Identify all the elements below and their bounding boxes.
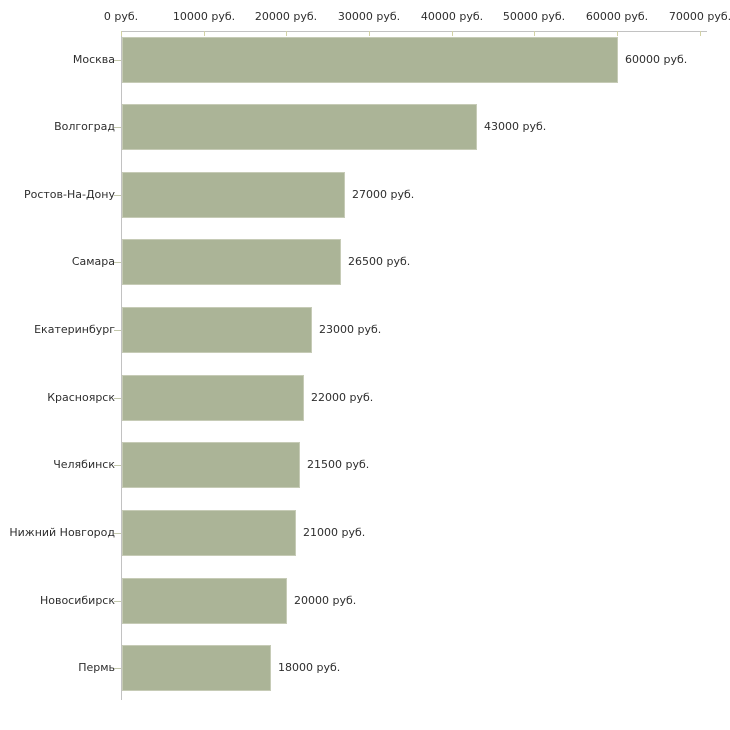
category-tick-mark: [114, 601, 121, 602]
category-label: Москва: [72, 53, 115, 66]
value-label: 21000 руб.: [303, 526, 366, 539]
x-tick-mark: [617, 31, 618, 36]
category-tick-mark: [114, 195, 121, 196]
bar: [122, 239, 341, 285]
bar: [122, 510, 296, 556]
category-label: Волгоград: [54, 120, 115, 133]
value-label: 26500 руб.: [348, 255, 411, 268]
category-label: Екатеринбург: [34, 323, 115, 336]
category-label: Красноярск: [47, 391, 115, 404]
category-tick-mark: [114, 127, 121, 128]
x-tick-mark: [286, 31, 287, 36]
value-label: 18000 руб.: [278, 661, 341, 674]
x-tick-mark: [534, 31, 535, 36]
category-tick-mark: [114, 60, 121, 61]
x-axis-line: [121, 31, 707, 32]
category-label: Самара: [71, 255, 115, 268]
value-label: 43000 руб.: [484, 120, 547, 133]
value-label: 60000 руб.: [625, 53, 688, 66]
value-label: 20000 руб.: [294, 594, 357, 607]
value-label: 23000 руб.: [319, 323, 382, 336]
bar: [122, 578, 287, 624]
x-tick-mark: [452, 31, 453, 36]
x-tick-label: 50000 руб.: [502, 10, 566, 23]
x-tick-label: 20000 руб.: [254, 10, 318, 23]
x-tick-mark: [204, 31, 205, 36]
bar: [122, 645, 271, 691]
category-label: Ростов-На-Дону: [23, 188, 115, 201]
category-tick-mark: [114, 533, 121, 534]
x-tick-label: 40000 руб.: [420, 10, 484, 23]
category-tick-mark: [114, 465, 121, 466]
category-label: Челябинск: [53, 458, 115, 471]
category-label: Новосибирск: [39, 594, 115, 607]
category-label: Нижний Новгород: [9, 526, 115, 539]
bar: [122, 172, 345, 218]
bar: [122, 37, 618, 83]
x-tick-mark: [700, 31, 701, 36]
category-label: Пермь: [78, 661, 115, 674]
value-label: 21500 руб.: [307, 458, 370, 471]
category-tick-mark: [114, 668, 121, 669]
x-tick-label: 30000 руб.: [337, 10, 401, 23]
x-tick-mark: [121, 31, 122, 36]
bar: [122, 442, 300, 488]
x-tick-label: 60000 руб.: [585, 10, 649, 23]
x-tick-label: 70000 руб.: [668, 10, 730, 23]
x-tick-label: 10000 руб.: [172, 10, 236, 23]
y-axis-line: [121, 31, 122, 700]
value-label: 22000 руб.: [311, 391, 374, 404]
value-label: 27000 руб.: [352, 188, 415, 201]
category-tick-mark: [114, 398, 121, 399]
x-tick-mark: [369, 31, 370, 36]
category-tick-mark: [114, 330, 121, 331]
x-tick-label: 0 руб.: [103, 10, 139, 23]
category-tick-mark: [114, 262, 121, 263]
bar: [122, 104, 477, 150]
bar: [122, 307, 312, 353]
bar: [122, 375, 304, 421]
